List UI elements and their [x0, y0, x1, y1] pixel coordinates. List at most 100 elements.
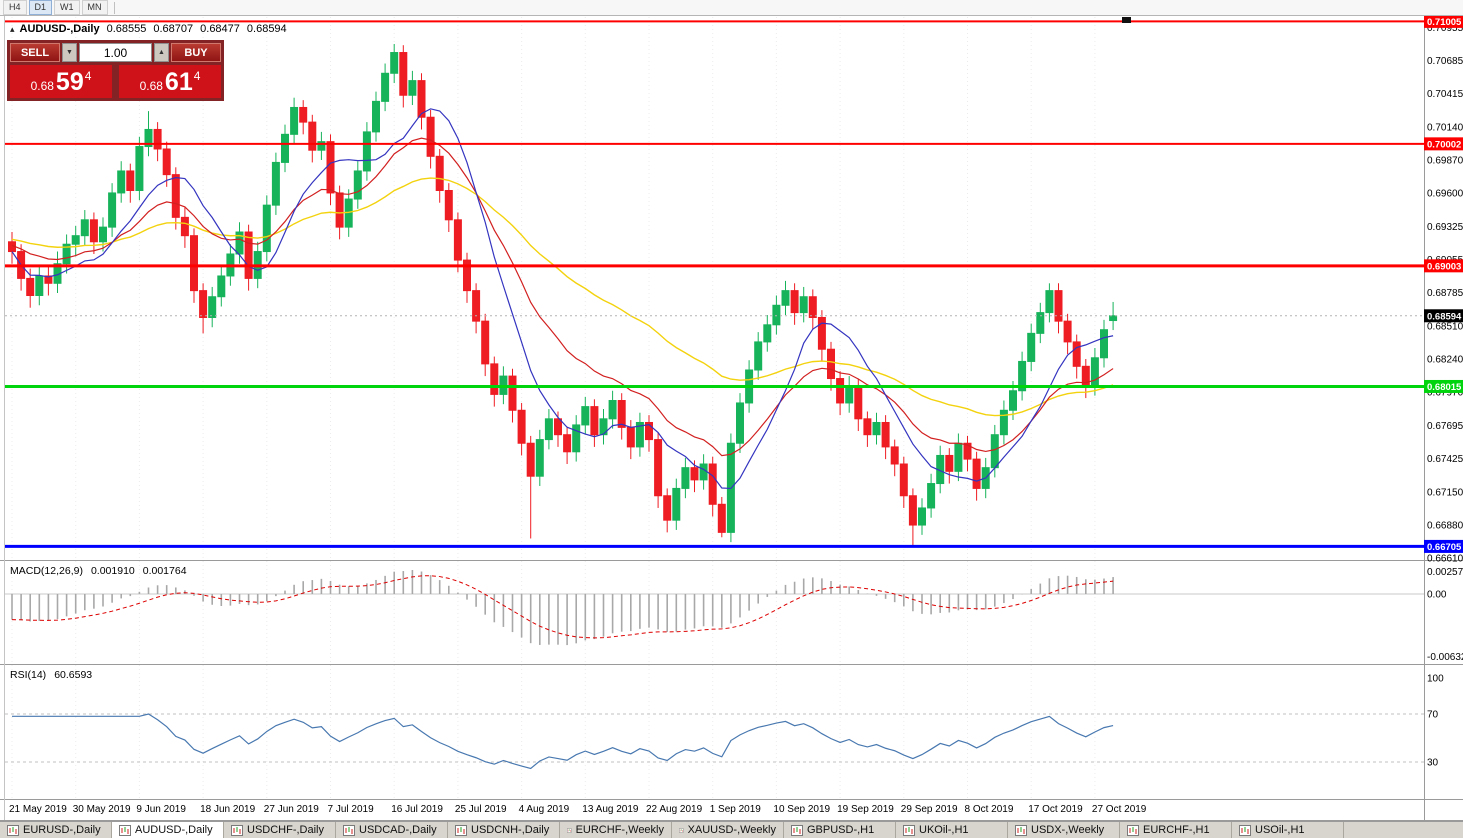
date-label: 10 Sep 2019 [773, 804, 830, 815]
tab-chart-icon [567, 827, 572, 833]
tab-label: USDCNH-,Daily [471, 824, 550, 836]
tab-label: USOil-,H1 [1255, 824, 1305, 836]
buy-price-display[interactable]: 0.68 61 4 [119, 65, 221, 98]
ohlc-high: 0.68707 [153, 23, 194, 35]
sell-price-display[interactable]: 0.68 59 4 [10, 65, 112, 98]
price-axis-label: 0.66880 [1427, 521, 1463, 532]
toolbar-divider [113, 1, 115, 14]
oneclick-collapse-icon[interactable]: ▴ [10, 24, 15, 34]
date-label: 8 Oct 2019 [965, 804, 1014, 815]
chart-tab-GBPUSD-H1[interactable]: GBPUSD-,H1 [784, 822, 896, 838]
timeframe-button-MN[interactable]: MN [81, 0, 108, 15]
macd-axis-label: -0.006326 [1427, 652, 1463, 663]
chart-tab-EURCHF-H1[interactable]: EURCHF-,H1 [1120, 822, 1232, 838]
ohlc-close: 0.68594 [246, 23, 287, 35]
timeframe-toolbar: H4 D1 W1 MN [0, 0, 1463, 16]
date-label: 21 May 2019 [9, 804, 67, 815]
chart-tab-USOil-H1[interactable]: USOil-,H1 [1232, 822, 1344, 838]
date-label: 13 Aug 2019 [582, 804, 639, 815]
tab-label: EURCHF-,H1 [1143, 824, 1210, 836]
tab-chart-icon [119, 824, 131, 836]
macd-axis-label: 0.002574 [1427, 567, 1463, 578]
macd-value-2: 0.001764 [142, 565, 187, 577]
price-axis-label: 0.69325 [1427, 222, 1463, 233]
chart-tab-USDCHF-Daily[interactable]: USDCHF-,Daily [224, 822, 336, 838]
ma-mid-line [11, 137, 1114, 457]
chart-tab-EURCHF-Weekly[interactable]: EURCHF-,Weekly [560, 822, 672, 838]
date-label: 19 Sep 2019 [837, 804, 894, 815]
tab-chart-icon [903, 824, 915, 836]
ma-slow-line [11, 177, 1114, 417]
tab-chart-icon [455, 824, 467, 836]
price-axis[interactable]: 0.70955 0.70685 0.70415 0.70140 0.69870 0.696… [1424, 16, 1463, 769]
macd-indicator-label: MACD(12,26,9) 0.001910 0.001764 [10, 565, 187, 577]
chart-background [0, 16, 1463, 822]
timeframe-button-W1[interactable]: W1 [54, 0, 80, 15]
sell-price-prefix: 0.68 [30, 78, 54, 93]
buy-price-prefix: 0.68 [139, 78, 163, 93]
price-axis-label: 0.66610 [1427, 554, 1463, 565]
buy-price-pip: 4 [193, 68, 201, 83]
tab-label: EURCHF-,Weekly [575, 824, 664, 836]
price-badge-0.68015 [1424, 379, 1463, 393]
timeframe-button-H4[interactable]: H4 [3, 0, 27, 15]
macd-pane[interactable] [5, 570, 1424, 646]
price-axis-label: 0.67695 [1427, 421, 1463, 432]
chart-tab-bar: EURUSD-,Daily AUDUSD-,Daily USDCHF-,Daily U… [0, 821, 1463, 838]
date-label: 22 Aug 2019 [646, 804, 703, 815]
tab-chart-icon [679, 827, 684, 833]
price-badge-0.66705-text: 0.66705 [1427, 542, 1462, 553]
chart-tab-XAUUSD-Weekly[interactable]: XAUUSD-,Weekly [672, 822, 784, 838]
sell-price-big: 59 [55, 67, 84, 96]
chart-tab-USDCNH-Daily[interactable]: USDCNH-,Daily [448, 822, 560, 838]
date-axis[interactable]: 21 May 2019 30 May 2019 9 Jun 2019 18 Jun 2… [9, 804, 1147, 815]
rsi-value: 60.6593 [54, 669, 93, 681]
price-badge-0.69003 [1424, 259, 1463, 273]
price-pane[interactable] [5, 20, 1424, 548]
sell-price-pip: 4 [84, 68, 92, 83]
tab-chart-icon [343, 824, 355, 836]
rsi-line [12, 713, 1114, 770]
chart-tab-USDCAD-Daily[interactable]: USDCAD-,Daily [336, 822, 448, 838]
date-label: 4 Aug 2019 [519, 804, 570, 815]
sell-button[interactable]: SELL [10, 43, 60, 62]
rsi-indicator-label: RSI(14) 60.6593 [10, 669, 92, 681]
chart-tab-EURUSD-Daily[interactable]: EURUSD-,Daily [0, 822, 112, 838]
price-badge-0.69003-text: 0.69003 [1427, 261, 1461, 272]
volume-increase-button[interactable]: ▲ [154, 43, 169, 62]
timeframe-button-D1[interactable]: D1 [28, 0, 53, 15]
rsi-axis-label: 70 [1427, 710, 1439, 721]
price-badge-0.71005 [1424, 16, 1463, 28]
ma-fast-line [11, 108, 1114, 490]
tab-chart-icon [7, 824, 19, 836]
price-axis-label: 0.67425 [1427, 454, 1463, 465]
chart-object-anchor[interactable] [1122, 17, 1131, 23]
price-badge-0.66705 [1424, 539, 1463, 553]
chart-tab-AUDUSD-Daily[interactable]: AUDUSD-,Daily [112, 822, 224, 838]
macd-value-1: 0.001910 [90, 565, 135, 577]
current-price-badge-text: 0.68594 [1427, 311, 1462, 322]
date-label: 30 May 2019 [73, 804, 131, 815]
buy-button[interactable]: BUY [171, 43, 221, 62]
date-label: 27 Jun 2019 [264, 804, 319, 815]
rsi-pane[interactable] [5, 713, 1424, 770]
price-badge-0.70002 [1424, 137, 1463, 151]
date-label: 1 Sep 2019 [710, 804, 762, 815]
price-axis-label: 0.70140 [1427, 123, 1463, 134]
chart-canvas[interactable]: 0.70955 0.70685 0.70415 0.70140 0.69870 0.696… [0, 16, 1463, 822]
volume-input[interactable] [79, 43, 152, 62]
volume-decrease-button[interactable]: ▼ [62, 43, 77, 62]
price-axis-label: 0.68510 [1427, 322, 1463, 333]
date-label: 7 Jul 2019 [328, 804, 375, 815]
one-click-trading-panel: SELL ▼ ▲ BUY 0.68 59 4 0.68 61 4 [7, 40, 224, 101]
chart-tab-UKOil-H1[interactable]: UKOil-,H1 [896, 822, 1008, 838]
tab-label: USDCAD-,Daily [359, 824, 437, 836]
date-label: 25 Jul 2019 [455, 804, 507, 815]
macd-axis-label: 0.00 [1427, 590, 1447, 601]
tab-chart-icon [791, 824, 803, 836]
current-price-badge [1424, 309, 1463, 323]
chart-tab-USDX-Weekly[interactable]: USDX-,Weekly [1008, 822, 1120, 838]
price-axis-label: 0.70955 [1427, 23, 1463, 34]
date-label: 27 Oct 2019 [1092, 804, 1147, 815]
